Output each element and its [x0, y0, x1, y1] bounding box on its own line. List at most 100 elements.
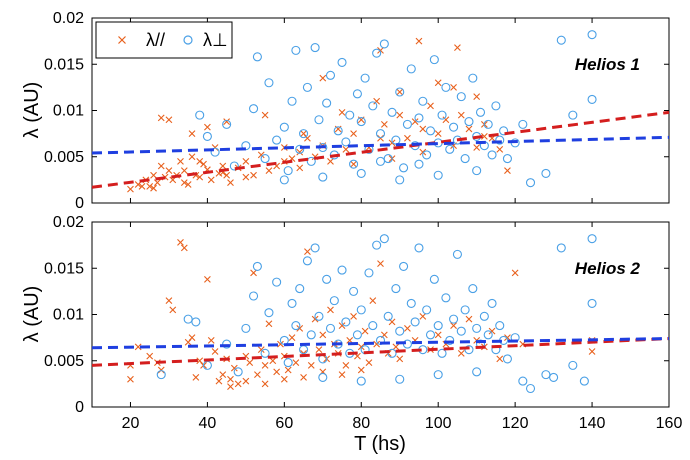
point-perpendicular — [518, 119, 528, 129]
point-parallel — [338, 322, 346, 329]
point-perpendicular — [318, 372, 328, 382]
point-parallel — [392, 343, 400, 351]
point-perpendicular — [425, 330, 436, 340]
point-parallel — [127, 375, 134, 383]
point-perpendicular — [310, 43, 320, 53]
point-parallel — [211, 348, 219, 355]
point-perpendicular — [460, 305, 470, 315]
y-tick-label: 0 — [75, 195, 84, 212]
point-parallel — [361, 327, 369, 335]
point-parallel — [157, 162, 165, 170]
point-perpendicular — [329, 296, 339, 306]
point-perpendicular — [410, 317, 420, 327]
panel-2-ticks: 0 0.005 0.01 0.015 0.02 20 40 60 80 100 120 140 160 — [44, 214, 682, 432]
point-parallel — [196, 357, 204, 365]
point-perpendicular — [287, 96, 297, 106]
point-perpendicular — [314, 115, 324, 125]
point-parallel — [415, 37, 423, 45]
x-tick-label: 60 — [275, 415, 293, 432]
point-perpendicular — [468, 73, 478, 83]
point-parallel — [319, 331, 327, 339]
point-perpendicular — [449, 122, 459, 132]
point-perpendicular — [491, 101, 501, 111]
point-parallel — [150, 171, 157, 179]
point-parallel — [350, 130, 357, 138]
point-parallel — [300, 130, 307, 138]
point-perpendicular — [379, 234, 389, 244]
point-perpendicular — [587, 298, 597, 308]
point-perpendicular — [383, 311, 393, 321]
point-perpendicular — [483, 330, 493, 340]
point-perpendicular — [568, 110, 578, 120]
point-parallel — [327, 157, 334, 165]
point-parallel — [207, 337, 215, 344]
point-perpendicular — [395, 175, 405, 185]
point-parallel — [388, 139, 396, 147]
point-parallel — [304, 248, 311, 255]
point-parallel — [373, 97, 381, 105]
point-perpendicular — [314, 311, 324, 321]
point-parallel — [419, 312, 427, 320]
point-parallel — [165, 297, 173, 305]
point-perpendicular — [479, 311, 489, 321]
point-perpendicular — [364, 268, 374, 278]
point-parallel — [227, 383, 234, 391]
point-perpendicular — [202, 131, 212, 141]
panel-1-marks — [91, 30, 670, 193]
y-tick-label: 0.02 — [53, 10, 84, 27]
point-parallel — [327, 306, 334, 314]
point-parallel — [246, 359, 254, 366]
point-perpendicular — [345, 110, 355, 120]
fit-line-parallel — [91, 337, 670, 367]
x-tick-label: 100 — [425, 415, 452, 432]
point-perpendicular — [487, 150, 497, 160]
point-parallel — [377, 134, 384, 142]
point-perpendicular — [272, 277, 282, 287]
point-parallel — [588, 348, 596, 355]
y-tick-label: 0.015 — [44, 260, 84, 277]
point-perpendicular — [356, 117, 366, 127]
point-perpendicular — [395, 374, 405, 384]
point-parallel — [357, 343, 365, 351]
point-perpendicular — [464, 345, 474, 355]
point-parallel — [350, 312, 357, 320]
point-perpendicular — [587, 234, 597, 244]
point-perpendicular — [260, 154, 270, 164]
point-parallel — [165, 116, 173, 124]
point-parallel — [419, 125, 427, 133]
point-parallel — [165, 167, 173, 175]
plot-frame — [91, 221, 670, 408]
y-tick-label: 0.02 — [53, 214, 84, 231]
point-perpendicular — [422, 150, 432, 160]
point-perpendicular — [399, 163, 409, 173]
point-perpendicular — [264, 308, 274, 318]
point-parallel — [338, 371, 346, 379]
point-parallel — [442, 116, 450, 124]
point-parallel — [454, 44, 461, 51]
point-parallel — [254, 371, 261, 379]
point-perpendicular — [372, 48, 382, 58]
point-perpendicular — [325, 323, 336, 333]
point-parallel — [373, 340, 381, 348]
point-parallel — [277, 340, 284, 348]
point-parallel — [269, 357, 277, 365]
point-parallel — [188, 130, 196, 138]
point-perpendicular — [433, 321, 443, 331]
point-parallel — [342, 361, 350, 369]
point-perpendicular — [183, 314, 193, 324]
point-perpendicular — [322, 98, 332, 108]
point-perpendicular — [291, 45, 301, 55]
panel-2-marks — [91, 234, 670, 394]
y-tick-label: 0.01 — [53, 307, 84, 324]
point-parallel — [261, 111, 269, 119]
point-parallel — [180, 167, 188, 175]
point-perpendicular — [368, 321, 378, 331]
point-parallel — [261, 361, 269, 369]
point-parallel — [307, 361, 315, 369]
point-parallel — [192, 374, 200, 381]
point-parallel — [180, 179, 188, 187]
point-parallel — [184, 338, 192, 346]
point-perpendicular — [210, 147, 220, 157]
point-parallel — [242, 377, 250, 385]
